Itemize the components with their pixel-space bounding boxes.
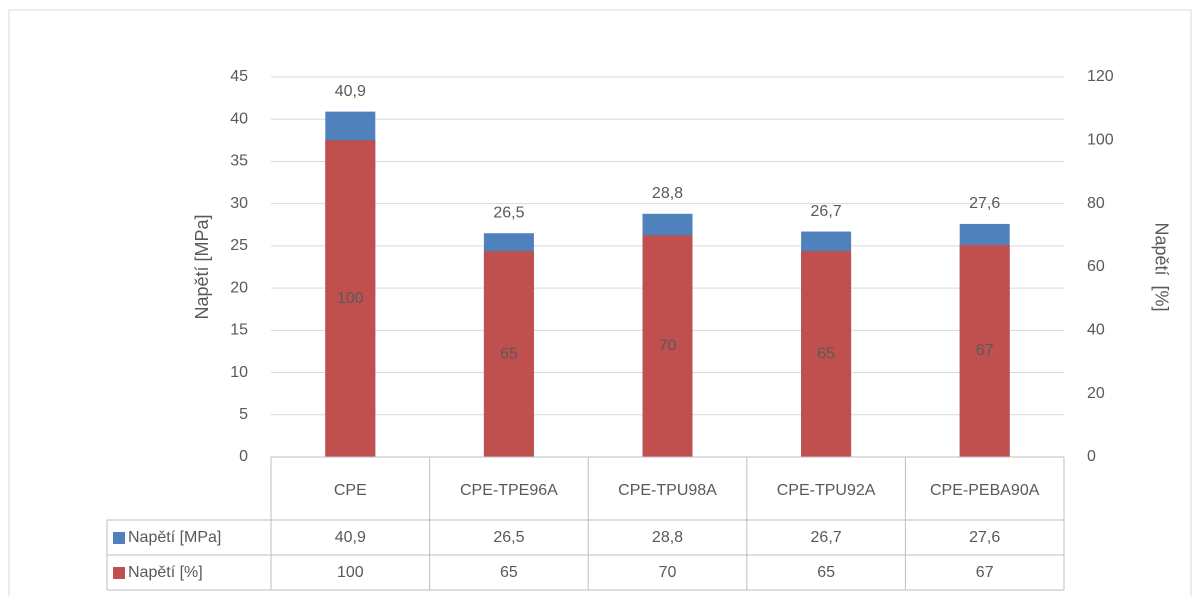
data-label: 40,9 [335, 83, 366, 100]
bar [801, 251, 852, 457]
table-cell: 70 [659, 564, 677, 581]
data-label: 70 [659, 337, 677, 354]
table-cell: 67 [976, 564, 994, 581]
legend-swatch [113, 567, 125, 579]
y-tick-label: 0 [239, 448, 248, 465]
x-tick-label: CPE-TPU92A [777, 482, 876, 499]
y-tick-label: 35 [230, 153, 248, 170]
table-cell: 26,7 [811, 529, 842, 546]
y-tick-label: 15 [230, 322, 248, 339]
data-label: 26,5 [493, 204, 524, 221]
table-cell: 65 [817, 564, 835, 581]
bar [483, 251, 534, 457]
data-label: 65 [500, 345, 518, 362]
y2-tick-label: 100 [1087, 132, 1114, 149]
data-label: 65 [817, 345, 835, 362]
legend-label: Napětí [%] [128, 564, 203, 581]
data-label: 67 [976, 342, 994, 359]
y-tick-label: 30 [230, 195, 248, 212]
y-tick-label: 20 [230, 279, 248, 296]
legend-swatch [113, 532, 125, 544]
chart-frame [8, 9, 1192, 601]
y2-tick-label: 60 [1087, 258, 1105, 275]
data-label: 27,6 [969, 195, 1000, 212]
y-axis-title: Napětí [MPa] [192, 214, 212, 319]
table-cell: 65 [500, 564, 518, 581]
x-tick-label: CPE-PEBA90A [930, 482, 1040, 499]
y-tick-label: 40 [230, 110, 248, 127]
y2-tick-label: 40 [1087, 322, 1105, 339]
table-cell: 26,5 [493, 529, 524, 546]
x-tick-label: CPE [334, 482, 367, 499]
y2-tick-label: 20 [1087, 385, 1105, 402]
table-cell: 100 [337, 564, 364, 581]
x-tick-label: CPE-TPE96A [460, 482, 558, 499]
y-tick-label: 10 [230, 364, 248, 381]
bar [325, 140, 376, 458]
y-tick-label: 45 [230, 68, 248, 85]
bar [642, 235, 693, 457]
legend-label: Napětí [MPa] [128, 529, 221, 546]
table-cell: 40,9 [335, 529, 366, 546]
y2-tick-label: 0 [1087, 448, 1096, 465]
y2-tick-label: 120 [1087, 68, 1114, 85]
data-label: 100 [337, 290, 364, 307]
table-cell: 28,8 [652, 529, 683, 546]
data-label: 28,8 [652, 185, 683, 202]
y2-axis-title: Napětí [%] [1151, 222, 1171, 311]
data-label: 26,7 [811, 203, 842, 220]
y-tick-label: 5 [239, 406, 248, 423]
x-tick-label: CPE-TPU98A [618, 482, 717, 499]
bar [959, 244, 1010, 457]
y-tick-label: 25 [230, 237, 248, 254]
table-cell: 27,6 [969, 529, 1000, 546]
y2-tick-label: 80 [1087, 195, 1105, 212]
